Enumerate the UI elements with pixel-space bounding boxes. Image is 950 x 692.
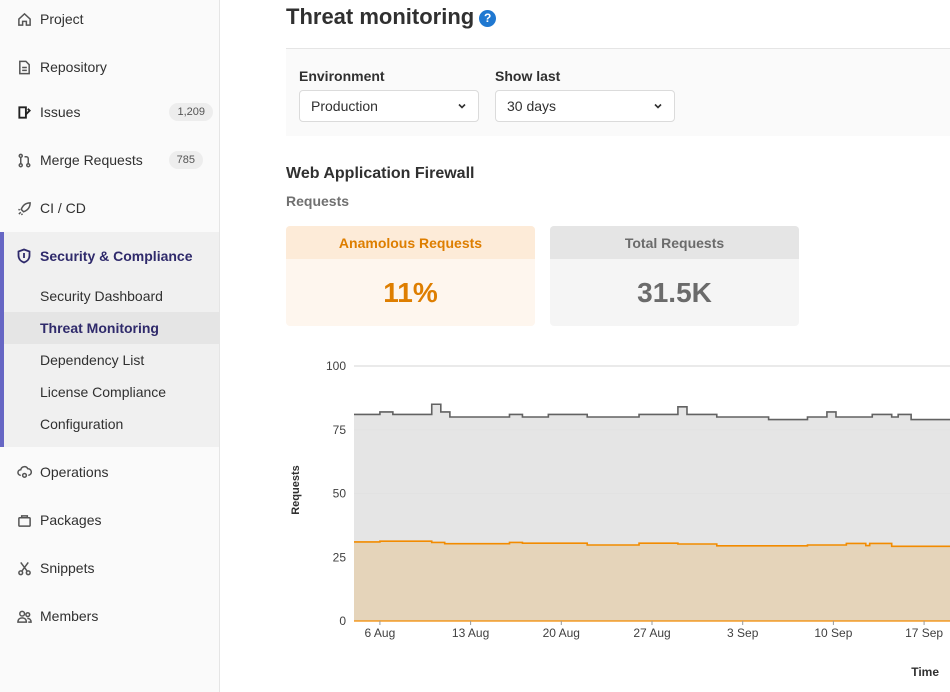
sidebar-subitem-security-dashboard[interactable]: Security Dashboard [40,288,163,304]
scissors-icon [16,560,32,576]
series-area-1 [354,541,950,621]
y-tick-label: 100 [326,359,346,373]
merge-request-icon [16,152,32,168]
anomalous-requests-card: Anamolous Requests 11% [286,226,535,326]
sidebar-item-label: Operations [40,464,109,480]
show-last-dropdown[interactable]: 30 days [495,90,675,122]
sidebar-item-issues[interactable]: Issues 1,209 [0,96,219,128]
sidebar-item-label: Repository [40,59,107,75]
sidebar-item-label: Members [40,608,99,624]
y-tick-label: 75 [333,423,347,437]
x-tick-label: 27 Aug [633,626,670,640]
page-title: Threat monitoring ? [286,4,497,30]
sidebar-item-label: Merge Requests [40,152,143,168]
chevron-down-icon [458,103,466,109]
sidebar-item-merge-requests[interactable]: Merge Requests 785 [0,144,219,176]
total-requests-card: Total Requests 31.5K [550,226,799,326]
sidebar-item-members[interactable]: Members [0,600,219,632]
x-tick-label: 17 Sep [905,626,943,640]
sidebar-subitem-dependency-list[interactable]: Dependency List [40,352,145,368]
y-tick-label: 25 [333,550,347,564]
sidebar-subitem-license-compliance[interactable]: License Compliance [40,384,167,400]
chart-axes: 0 25 50 75 100 6 Aug 13 Aug 20 Aug 27 Aug 3 Sep 10… [326,359,950,640]
x-tick-label: 20 Aug [543,626,580,640]
users-icon [16,608,32,624]
series-line-0 [354,403,950,421]
sidebar: Project Repository Issues 1,209 Merge Re… [0,0,220,692]
x-tick-label: 10 Sep [814,626,852,640]
show-last-label: Show last [495,68,561,84]
sidebar-item-label: Packages [40,512,102,528]
sidebar-item-label: Snippets [40,560,95,576]
x-tick-label: 3 Sep [727,626,759,640]
issues-icon [16,104,32,120]
sidebar-item-operations[interactable]: Operations [0,456,219,488]
chevron-down-icon [654,103,662,109]
shield-icon [16,248,32,264]
requests-area-chart: 0 25 50 75 100 6 Aug 13 Aug 20 Aug 27 Aug 3 Sep 10… [290,359,950,679]
help-icon[interactable]: ? [479,9,497,27]
sidebar-item-label: Security & Compliance [40,248,193,264]
sidebar-item-ci-cd[interactable]: CI / CD [0,192,219,224]
anomalous-requests-label: Anamolous Requests [286,226,535,259]
y-axis-label: Requests [290,465,302,515]
merge-requests-count-badge: 785 [168,151,203,169]
filter-panel: Environment Production Show last 30 days [286,48,950,136]
y-tick-label: 50 [333,487,347,501]
main-content: Threat monitoring ? Environment Producti… [220,0,950,692]
sidebar-item-repository[interactable]: Repository [0,51,219,83]
sidebar-item-label: Issues [40,104,81,120]
x-tick-label: 13 Aug [452,626,489,640]
sidebar-subitem-threat-monitoring[interactable]: Threat Monitoring [4,312,219,344]
package-icon [16,512,32,528]
environment-value: Production [311,98,378,114]
total-requests-value: 31.5K [637,276,712,308]
rocket-icon [16,200,32,216]
page-title-text: Threat monitoring [286,4,475,29]
sidebar-subitem-configuration[interactable]: Configuration [40,416,124,432]
sidebar-item-label: Project [40,11,84,27]
total-requests-label: Total Requests [550,226,799,259]
waf-section-title: Web Application Firewall [286,165,475,182]
home-icon [16,11,32,27]
sidebar-item-security[interactable]: Security & Compliance [0,240,219,272]
issues-count-badge: 1,209 [169,103,213,121]
sidebar-item-packages[interactable]: Packages [0,504,219,536]
environment-dropdown[interactable]: Production [299,90,479,122]
x-axis-label: Time [911,665,939,679]
series-line-1 [354,540,950,548]
cloud-gear-icon [16,464,32,480]
doc-icon [16,59,32,75]
show-last-value: 30 days [507,98,557,114]
sidebar-item-project[interactable]: Project [0,3,219,35]
chart-series [354,403,950,621]
y-tick-label: 0 [339,614,346,628]
anomalous-requests-value: 11% [383,276,438,308]
sidebar-item-label: CI / CD [40,200,86,216]
environment-label: Environment [299,68,385,84]
sidebar-item-snippets[interactable]: Snippets [0,552,219,584]
requests-subtitle: Requests [286,193,350,209]
x-tick-label: 6 Aug [365,626,396,640]
